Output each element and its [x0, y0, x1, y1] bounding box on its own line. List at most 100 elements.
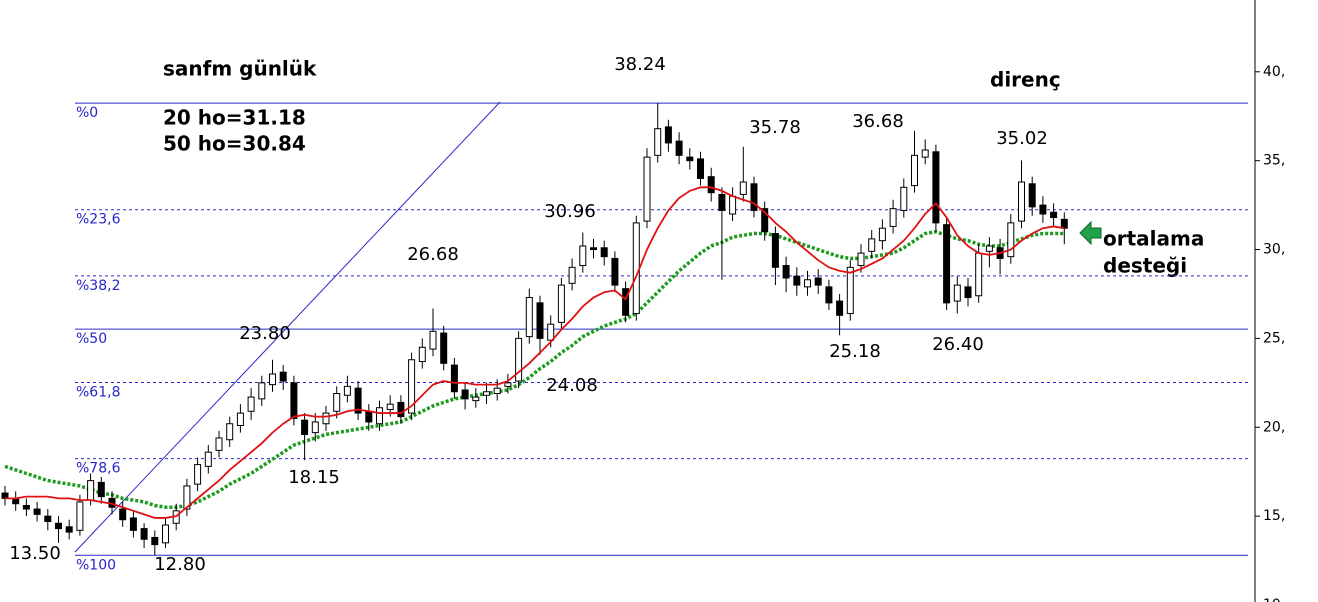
candle-body: [365, 410, 373, 423]
fib-label: %38,2: [76, 278, 120, 294]
candle-body: [1028, 183, 1036, 208]
y-tick-label: 25,: [1263, 330, 1285, 346]
price-annotation: 18.15: [288, 467, 340, 488]
candle-body: [675, 140, 683, 156]
candle-body: [333, 393, 341, 412]
candle-body: [97, 481, 105, 498]
candle-body: [911, 154, 918, 187]
candle-body: [119, 508, 127, 521]
candle-body: [151, 536, 159, 546]
candle-body: [247, 396, 255, 412]
candle-body: [557, 284, 565, 323]
candle-body: [472, 396, 480, 402]
candle-body: [493, 387, 501, 395]
candle-body: [183, 485, 191, 510]
candle-body: [22, 504, 30, 510]
candle-body: [258, 382, 266, 400]
candle-body: [707, 176, 715, 194]
candle-body: [376, 407, 383, 425]
fib-label: %61,8: [76, 384, 120, 400]
candle-body: [761, 208, 769, 233]
candle-body: [515, 337, 523, 382]
candle-body: [1007, 222, 1015, 258]
candle-body: [129, 517, 137, 531]
candle-body: [643, 156, 651, 222]
price-annotation: 38.24: [614, 54, 666, 75]
candle-body: [162, 524, 169, 544]
candle-body: [55, 522, 62, 530]
candle-body: [194, 464, 202, 485]
candle-body: [343, 385, 351, 396]
resistance-label: direnç: [990, 68, 1061, 92]
candle-body: [1039, 204, 1047, 215]
candle-body: [354, 387, 362, 414]
candle-body: [975, 252, 983, 297]
candle-body: [857, 252, 865, 267]
candle-body: [301, 419, 309, 435]
candle-body: [386, 403, 394, 411]
candle-body: [729, 195, 737, 215]
candle-body: [985, 245, 993, 252]
candle-body: [568, 266, 576, 284]
candle-body: [483, 391, 490, 396]
candle-body: [269, 373, 276, 386]
support-label: desteği: [1103, 254, 1187, 278]
candle-body: [943, 224, 951, 304]
price-annotation: 35.78: [749, 117, 801, 138]
candle-body: [461, 389, 469, 400]
candle-body: [1060, 218, 1068, 229]
candle-body: [900, 186, 908, 211]
price-annotation: 25.18: [829, 341, 881, 362]
candle-body: [1018, 181, 1025, 222]
candle-body: [76, 501, 84, 531]
candle-body: [750, 183, 758, 211]
candle-body: [590, 247, 597, 251]
ma20-line: [5, 186, 1065, 519]
candle-body: [226, 423, 234, 441]
price-annotation: 30.96: [544, 201, 596, 222]
candle-body: [953, 284, 961, 302]
candle-body: [547, 323, 555, 341]
candle-body: [33, 508, 41, 515]
chart-title: sanfm günlük: [163, 57, 317, 81]
candle-body: [450, 364, 458, 393]
candle-body: [65, 526, 73, 533]
note: 20 ho=31.18: [163, 106, 306, 130]
fib-label: %78,6: [76, 461, 121, 477]
candle-body: [44, 515, 52, 522]
price-annotation: 23.80: [239, 323, 291, 344]
candle-body: [611, 257, 619, 286]
candle-body: [87, 480, 95, 501]
y-tick-label: 15,: [1263, 508, 1285, 524]
price-annotation: 36.68: [852, 111, 904, 132]
candle-body: [686, 156, 694, 162]
candle-body: [408, 359, 416, 414]
candle-body: [836, 300, 844, 316]
candle-body: [504, 382, 512, 387]
fib-label: %100: [76, 557, 116, 573]
candle-body: [697, 158, 704, 179]
candle-body: [793, 275, 801, 286]
candle-body: [846, 266, 854, 315]
candle-body: [878, 227, 886, 242]
candle-body: [654, 128, 662, 156]
candle-body: [579, 245, 587, 267]
price-annotation: 35.02: [996, 128, 1048, 149]
candle-body: [140, 528, 148, 540]
y-tick-label: 20,: [1263, 419, 1285, 435]
candle-body: [664, 126, 672, 144]
price-annotation: 13.50: [9, 543, 61, 564]
ma50-line: [4, 229, 1065, 510]
price-annotation: 26.68: [407, 244, 459, 265]
candle-body: [215, 437, 223, 451]
candle-body: [825, 286, 833, 304]
note: 50 ho=30.84: [163, 132, 306, 156]
candle-body: [311, 421, 319, 434]
candle-body: [525, 297, 533, 338]
candle-body: [782, 265, 790, 279]
candle-body: [921, 149, 929, 158]
candle-body: [322, 412, 330, 425]
candle-body: [622, 288, 630, 316]
support-arrow: [1079, 220, 1102, 246]
